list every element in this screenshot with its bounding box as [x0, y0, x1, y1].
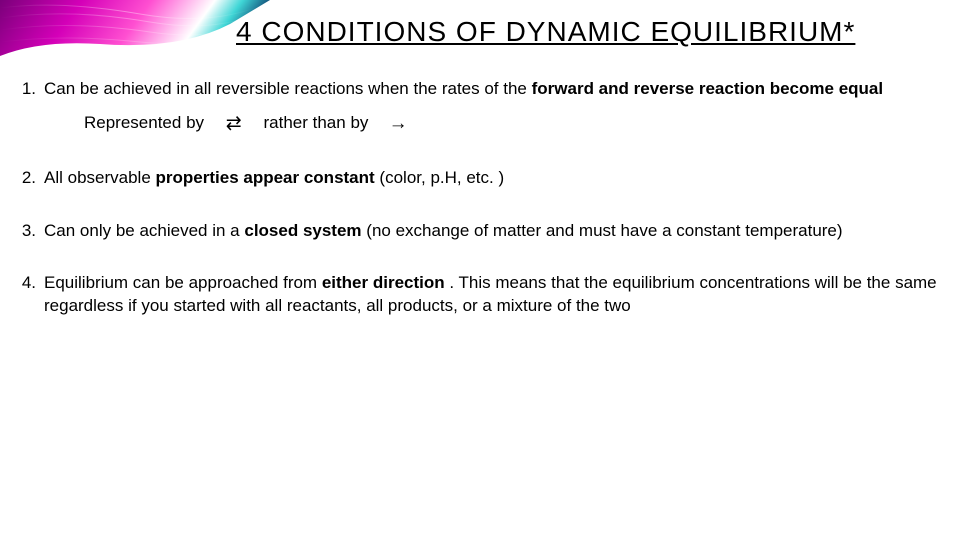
- item-body: Can be achieved in all reversible reacti…: [44, 78, 938, 137]
- text-run: (no exchange of matter and must have a c…: [366, 221, 842, 240]
- text-bold: forward and reverse reaction become equa…: [532, 79, 883, 98]
- content-list: 1. Can be achieved in all reversible rea…: [10, 78, 938, 348]
- sub-line: Represented by ⇄ rather than by →: [44, 111, 938, 137]
- item-body: Can only be achieved in a closed system …: [44, 220, 938, 243]
- item-number: 1.: [10, 78, 44, 137]
- slide: 4 CONDITIONS OF DYNAMIC EQUILIBRIUM* 1. …: [0, 0, 960, 540]
- decorative-banner: [0, 0, 270, 56]
- text-run: (color, p.H, etc. ): [379, 168, 504, 187]
- text-run: Can only be achieved in a: [44, 221, 244, 240]
- item-body: All observable properties appear constan…: [44, 167, 938, 190]
- list-item: 2. All observable properties appear cons…: [10, 167, 938, 190]
- forward-arrow-icon: →: [373, 111, 423, 137]
- item-number: 4.: [10, 272, 44, 318]
- slide-title: 4 CONDITIONS OF DYNAMIC EQUILIBRIUM*: [236, 16, 855, 48]
- list-item: 1. Can be achieved in all reversible rea…: [10, 78, 938, 137]
- text-run: rather than by: [264, 112, 369, 135]
- text-bold: properties appear constant: [156, 168, 375, 187]
- text-bold: closed system: [244, 221, 361, 240]
- list-item: 4. Equilibrium can be approached from ei…: [10, 272, 938, 318]
- list-item: 3. Can only be achieved in a closed syst…: [10, 220, 938, 243]
- text-run: All observable: [44, 168, 156, 187]
- equilibrium-arrow-icon: ⇄: [209, 111, 259, 137]
- item-body: Equilibrium can be approached from eithe…: [44, 272, 938, 318]
- text-run: Represented by: [84, 112, 204, 135]
- item-number: 2.: [10, 167, 44, 190]
- text-bold: either direction: [322, 273, 445, 292]
- item-number: 3.: [10, 220, 44, 243]
- text-run: Can be achieved in all reversible reacti…: [44, 79, 532, 98]
- text-run: Equilibrium can be approached from: [44, 273, 322, 292]
